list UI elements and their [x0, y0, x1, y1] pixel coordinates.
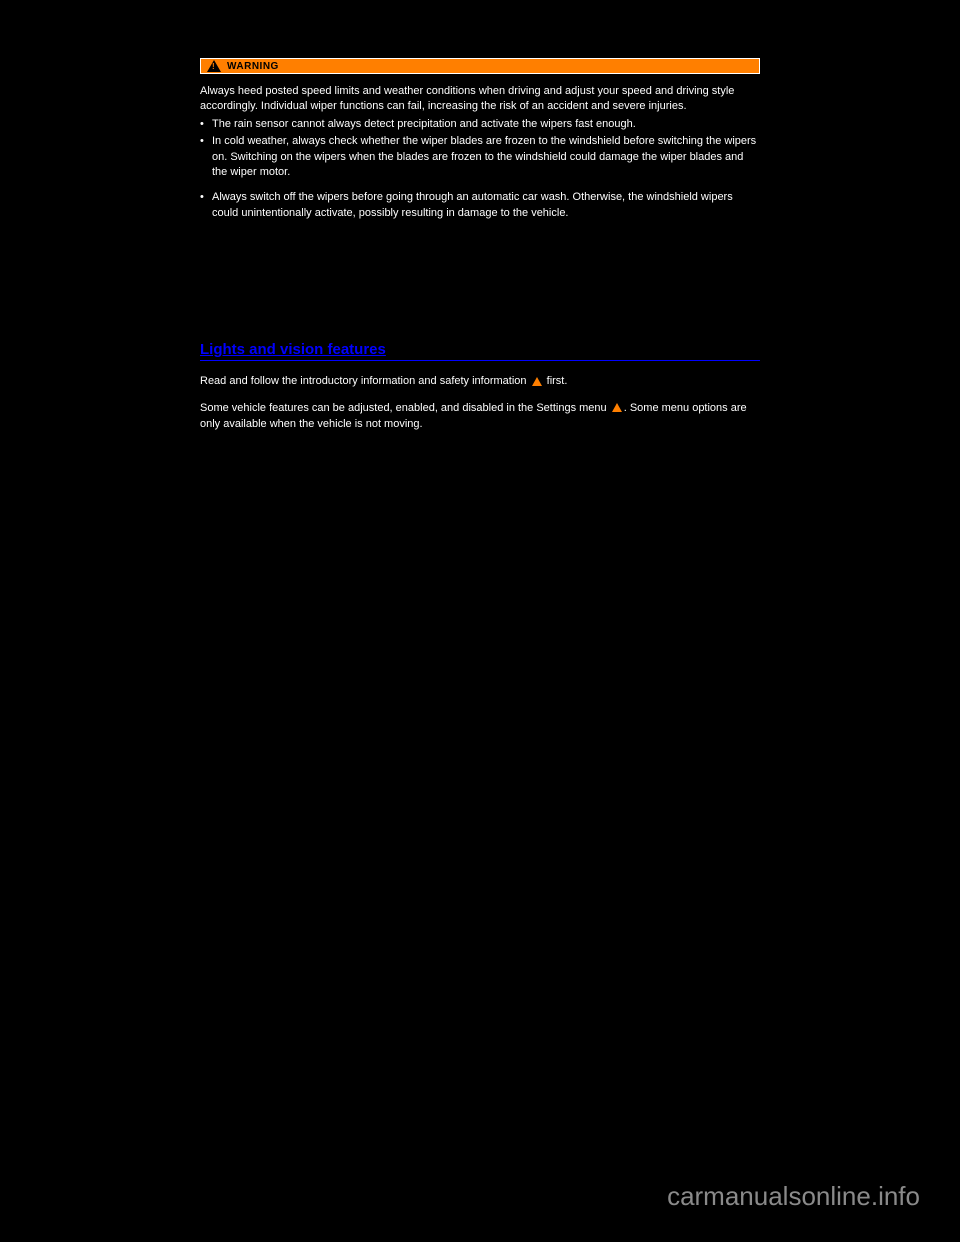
heading-underline — [200, 360, 760, 361]
warning-intro-text: Always heed posted speed limits and weat… — [200, 84, 760, 115]
watermark-text: carmanualsonline.info — [667, 1181, 920, 1212]
warning-bullet: In cold weather, always check whether th… — [200, 134, 760, 180]
section-heading: Lights and vision features — [200, 341, 760, 358]
warning-label: WARNING — [227, 61, 279, 72]
feature-paragraph: Read and follow the introductory informa… — [200, 373, 760, 390]
warning-triangle-icon — [207, 60, 221, 72]
para2-pre: Some vehicle features can be adjusted, e… — [200, 402, 610, 414]
feature-paragraph: Some vehicle features can be adjusted, e… — [200, 400, 760, 433]
para1-pre: Read and follow the introductory informa… — [200, 375, 530, 387]
para1-post: first. — [544, 375, 568, 387]
warning-bullet: The rain sensor cannot always detect pre… — [200, 117, 760, 132]
inline-warning-icon — [612, 403, 622, 412]
warning-bullet: Always switch off the wipers before goin… — [200, 190, 760, 221]
inline-warning-icon — [532, 377, 542, 386]
warning-box: WARNING — [200, 58, 760, 74]
